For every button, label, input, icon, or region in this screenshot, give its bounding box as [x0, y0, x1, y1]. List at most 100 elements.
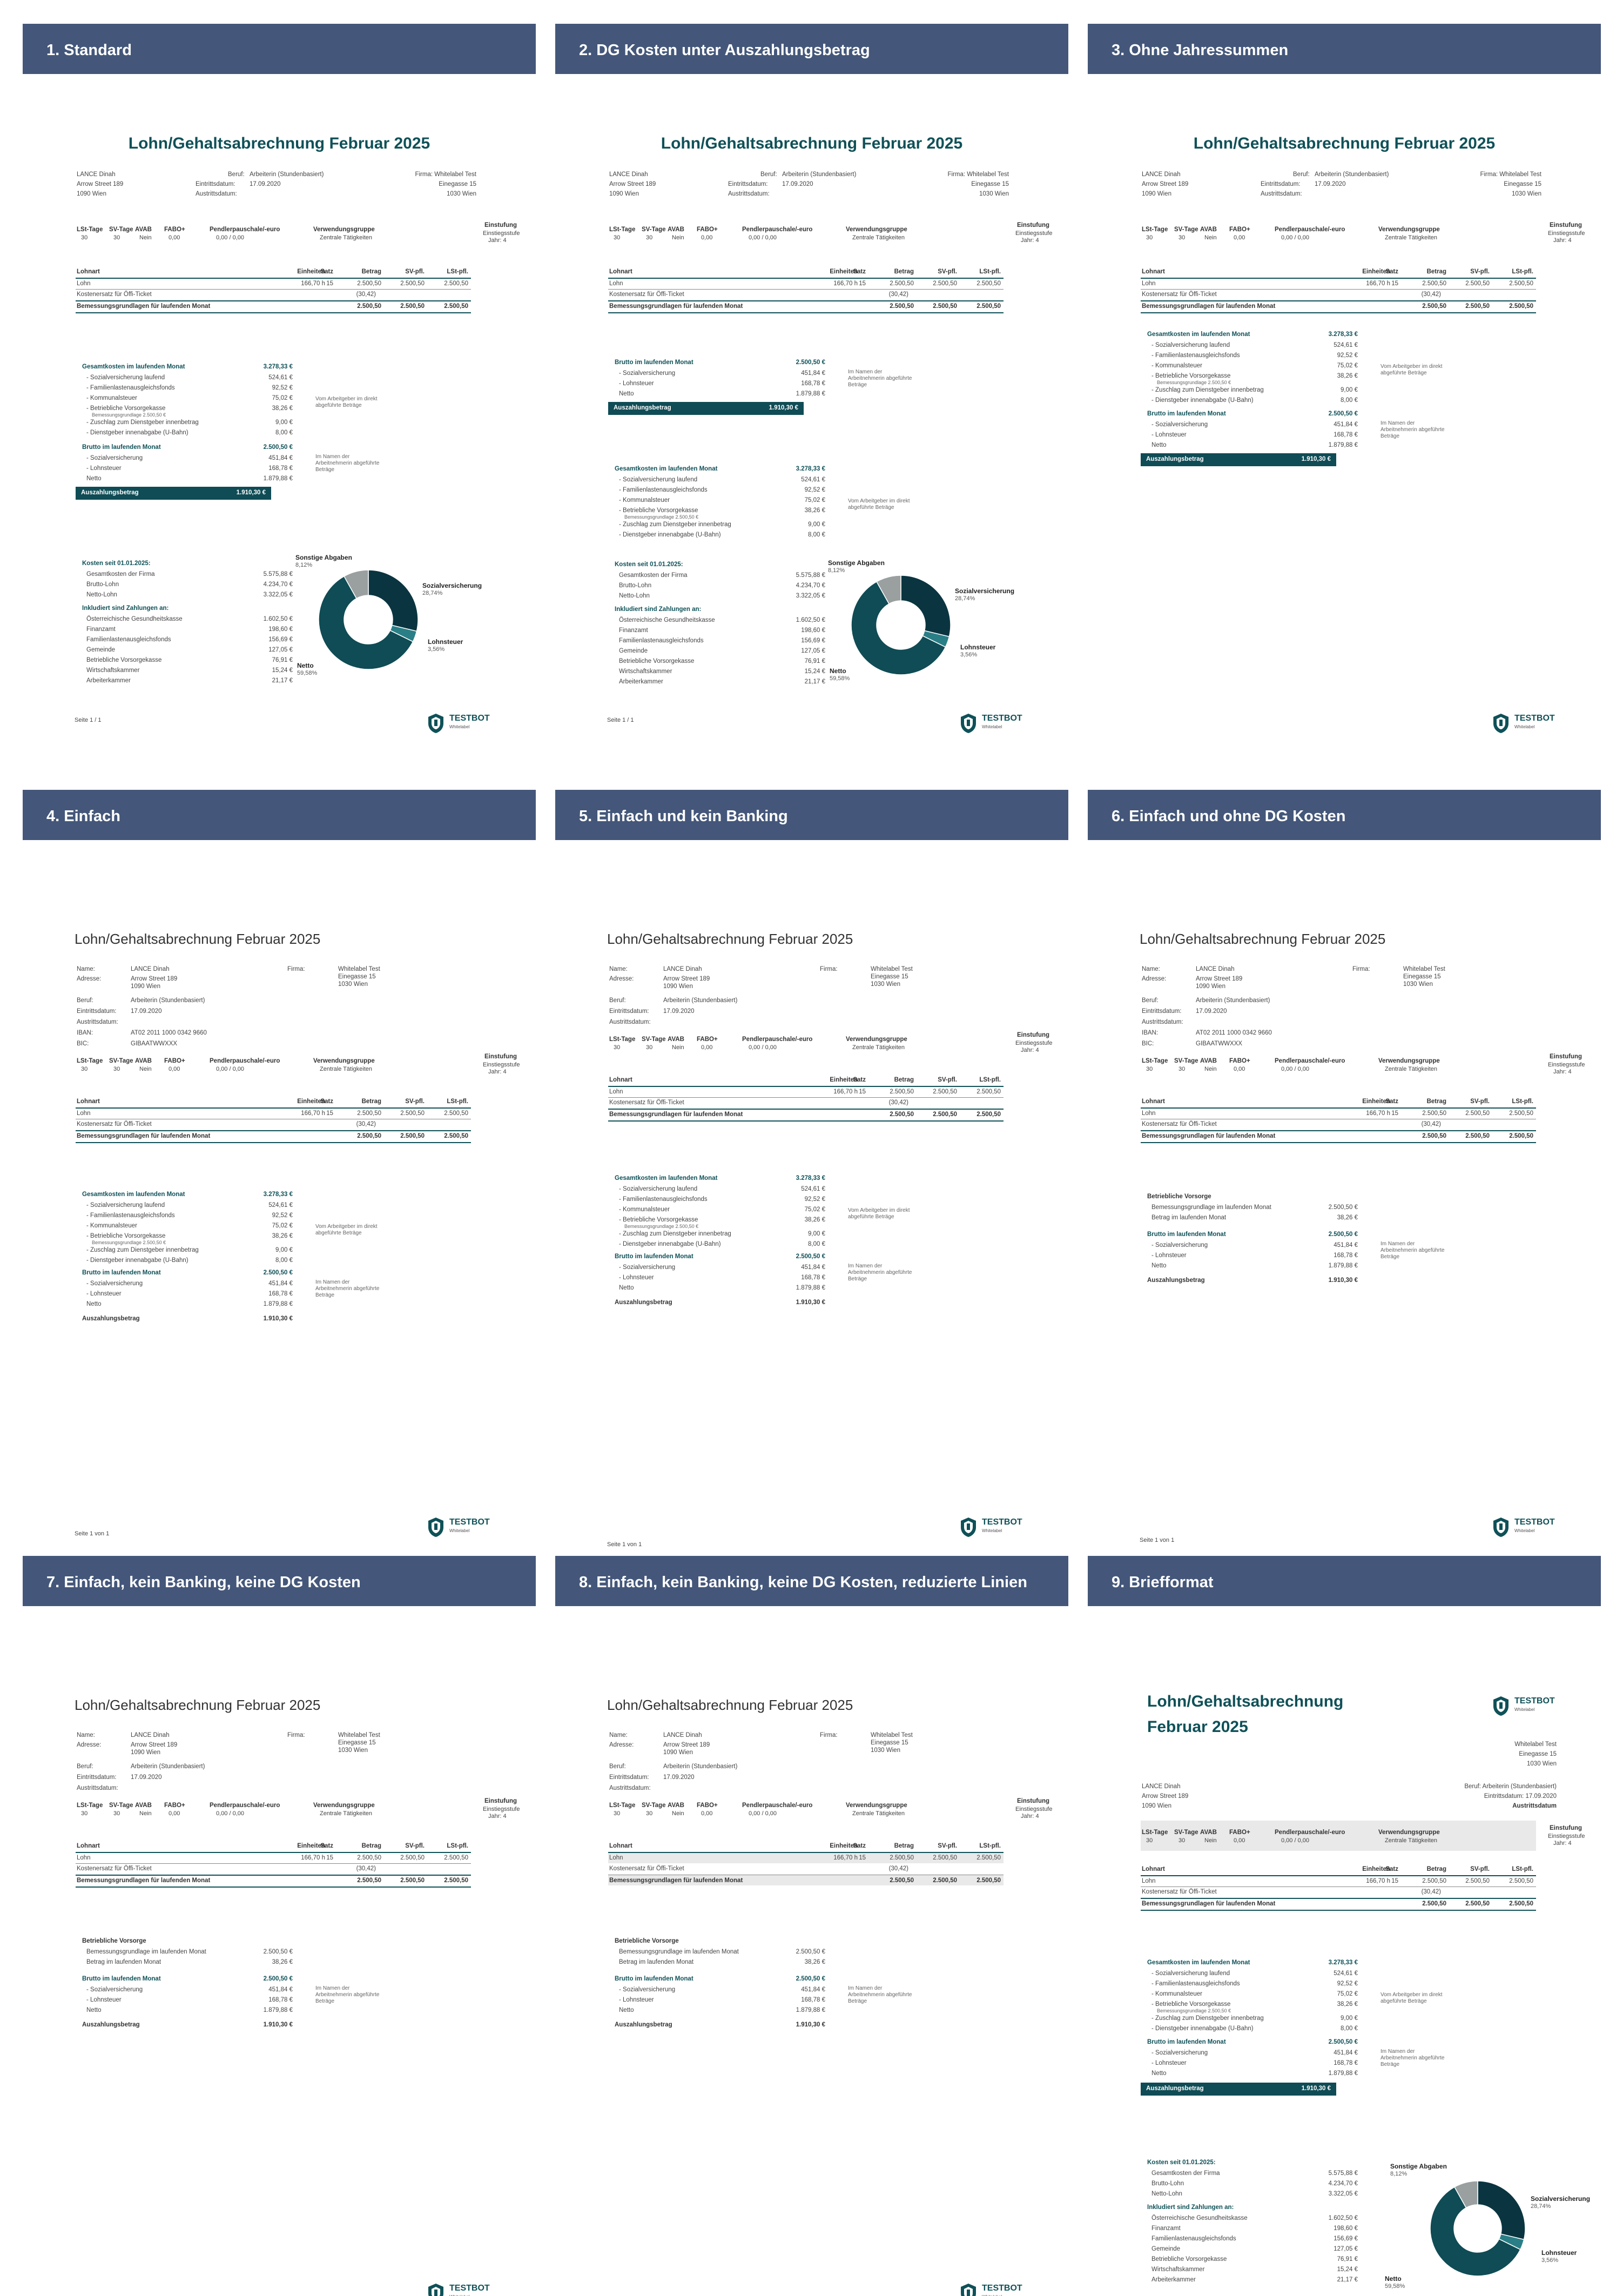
- kosten-item: Netto-Lohn: [1151, 2191, 1182, 2197]
- gesamtkosten-item: - Dienstgeber innenabgabe (U-Bahn): [86, 429, 188, 436]
- gesamtkosten-value: 8,00 €: [275, 429, 293, 436]
- param-value: 30: [81, 234, 88, 241]
- panel-9: 9. Briefformat Lohn/Gehaltsabrechnung Febr…: [1088, 1556, 1601, 2296]
- lohn-header: Satz: [320, 268, 333, 275]
- lohn-header: Einheiten: [297, 1843, 325, 1849]
- bic-value: GIBAATWWXXX: [1196, 1040, 1243, 1047]
- lohn-header: Satz: [853, 1843, 866, 1849]
- gesamtkosten-item: - Betriebliche Vorsorgekasse: [1151, 373, 1231, 379]
- rule: [1141, 278, 1536, 279]
- cost-donut-chart: [851, 575, 951, 675]
- lohn-header: Lohnart: [609, 1077, 632, 1083]
- brutto-item: Netto: [1151, 442, 1167, 448]
- lohn-cell: 2.500,50: [977, 1089, 1001, 1095]
- lohn-cell: 2.500,50: [933, 1089, 957, 1095]
- lohn-sum: 2.500,50: [444, 1877, 468, 1884]
- lohn-header: SV-pfl.: [1470, 1098, 1490, 1105]
- employee-name: LANCE Dinah: [77, 171, 116, 178]
- donut-label-name: Sonstige Abgaben: [828, 559, 885, 567]
- logo-subtext: Whitelabel: [449, 724, 470, 729]
- brutto-item: - Sozialversicherung: [86, 455, 143, 461]
- lohn-header: LSt-pfl.: [979, 268, 1001, 275]
- auszahlungsbetrag-bar: Auszahlungsbetrag 1.910,30 €: [76, 487, 271, 500]
- logo-text: TESTBOT: [449, 2284, 490, 2293]
- param-header: Pendlerpauschale/-euro: [742, 1036, 813, 1043]
- kosten-title: Kosten seit 01.01.2025:: [615, 561, 683, 568]
- rule: [76, 278, 471, 279]
- param-header: AVAB: [135, 1802, 152, 1809]
- inkl-value: 76,91 €: [804, 658, 825, 664]
- firma: Firma: Whitelabel Test: [415, 171, 476, 178]
- auszahlungsbetrag-bar: Auszahlungsbetrag 1.910,30 €: [1141, 2083, 1336, 2096]
- kosten-value: 3.322,05 €: [1328, 2191, 1358, 2197]
- lohn-cell: 15: [326, 280, 333, 287]
- inkl-item: Gemeinde: [619, 648, 648, 654]
- brutto-value: 1.879,88 €: [263, 475, 293, 482]
- param-value: 30: [646, 1044, 653, 1051]
- brutto-title: Brutto im laufenden Monat: [82, 1270, 161, 1276]
- gesamtkosten-total: 3.278,33 €: [796, 1175, 825, 1181]
- lohn-header: Einheiten: [830, 268, 858, 275]
- eintritt-label: Eintrittsdatum:: [728, 181, 768, 187]
- param-value: 0,00: [1234, 234, 1245, 241]
- panel-4: 4. Einfach Lohn/Gehaltsabrechnung Februar…: [23, 790, 536, 1557]
- auszahlungsbetrag-bar: Auszahlungsbetrag 1.910,30 €: [608, 402, 804, 415]
- brutto-title: Brutto im laufenden Monat: [615, 1253, 693, 1260]
- lohn-header: LSt-pfl.: [1512, 1866, 1533, 1872]
- kosten-value: 5.575,88 €: [796, 572, 825, 579]
- gesamtkosten-item: - Familienlastenausgleichsfonds: [1151, 1981, 1240, 1987]
- iban-label: IBAN:: [1142, 1030, 1159, 1036]
- firma-street: Einegasse 15: [338, 1740, 376, 1746]
- param-header: Verwendungsgruppe: [846, 1802, 907, 1809]
- param-value: 30: [646, 234, 653, 241]
- firma-street: Einegasse 15: [871, 1740, 908, 1746]
- param-header: AVAB: [1200, 226, 1217, 233]
- rule: [608, 1852, 1004, 1853]
- lohn-cell: 15: [859, 1855, 866, 1861]
- param-header: Pendlerpauschale/-euro: [1275, 1058, 1345, 1064]
- donut-slice-sozialversicherung: [900, 575, 951, 637]
- lohn-header: Einheiten: [830, 1843, 858, 1849]
- lohn-cell: 166,70 h: [301, 280, 325, 287]
- brutto-value: 168,78 €: [268, 465, 293, 472]
- inkl-item: Betriebliche Vorsorgekasse: [86, 657, 162, 663]
- donut-label-value: 8,12%: [1390, 2171, 1408, 2177]
- brutto-item: Netto: [619, 2007, 634, 2013]
- lohn-sum: 2.500,50: [1465, 1901, 1490, 1907]
- shield-icon: [1493, 714, 1508, 733]
- payslip-title: Lohn/Gehaltsabrechnung Februar 2025: [75, 931, 321, 947]
- gesamtkosten-item: - Betriebliche Vorsorgekasse: [86, 1233, 166, 1239]
- inkl-value: 21,17 €: [1337, 2277, 1358, 2283]
- employee-name: LANCE Dinah: [1196, 966, 1235, 972]
- panel-header: 7. Einfach, kein Banking, keine DG Koste…: [23, 1556, 536, 1606]
- gesamtkosten-item: - Kommunalsteuer: [86, 395, 137, 401]
- param-value: 0,00 / 0,00: [216, 1066, 244, 1072]
- vorsorge-item: Betrag im laufenden Monat: [619, 1959, 694, 1965]
- eintritt: Eintrittsdatum: 17.09.2020: [1484, 1793, 1557, 1800]
- lohn-sum: 2.500,50: [1422, 303, 1446, 310]
- lohn-header: Lohnart: [1142, 268, 1165, 275]
- brutto-item: - Lohnsteuer: [1151, 432, 1187, 438]
- panel-5: 5. Einfach und kein Banking Lohn/Gehaltsa…: [555, 790, 1068, 1557]
- brutto-item: - Lohnsteuer: [619, 1997, 654, 2003]
- brutto-title: Brutto im laufenden Monat: [82, 444, 161, 451]
- vorsorge-title: Betriebliche Vorsorge: [615, 1938, 679, 1944]
- lohn-cell: Kostenersatz für Öffi-Ticket: [77, 1865, 152, 1872]
- lohn-header: Lohnart: [609, 1843, 632, 1849]
- param-header: Pendlerpauschale/-euro: [210, 1802, 280, 1809]
- lohn-cell: 2.500,50: [1509, 280, 1533, 287]
- lohn-header: Betrag: [1426, 1866, 1446, 1872]
- firma-label: Firma:: [287, 1732, 305, 1738]
- lohn-cell: 166,70 h: [1366, 1878, 1390, 1884]
- eintritt-label: Eintrittsdatum:: [77, 1008, 117, 1015]
- lohn-header: Betrag: [361, 268, 381, 275]
- employee-street: Arrow Street 189: [131, 1742, 178, 1748]
- lohn-cell: 2.500,50: [977, 280, 1001, 287]
- lohn-sum: 2.500,50: [444, 1133, 468, 1139]
- lohn-cell: 166,70 h: [1366, 280, 1390, 287]
- payslip-title: Lohn/Gehaltsabrechnung Februar 2025: [128, 135, 430, 152]
- beruf-value: Arbeiterin (Stundenbasiert): [250, 171, 324, 178]
- param-value: Einstiegsstufe: [1548, 1062, 1585, 1068]
- donut-label-name: Sozialversicherung: [955, 587, 1015, 595]
